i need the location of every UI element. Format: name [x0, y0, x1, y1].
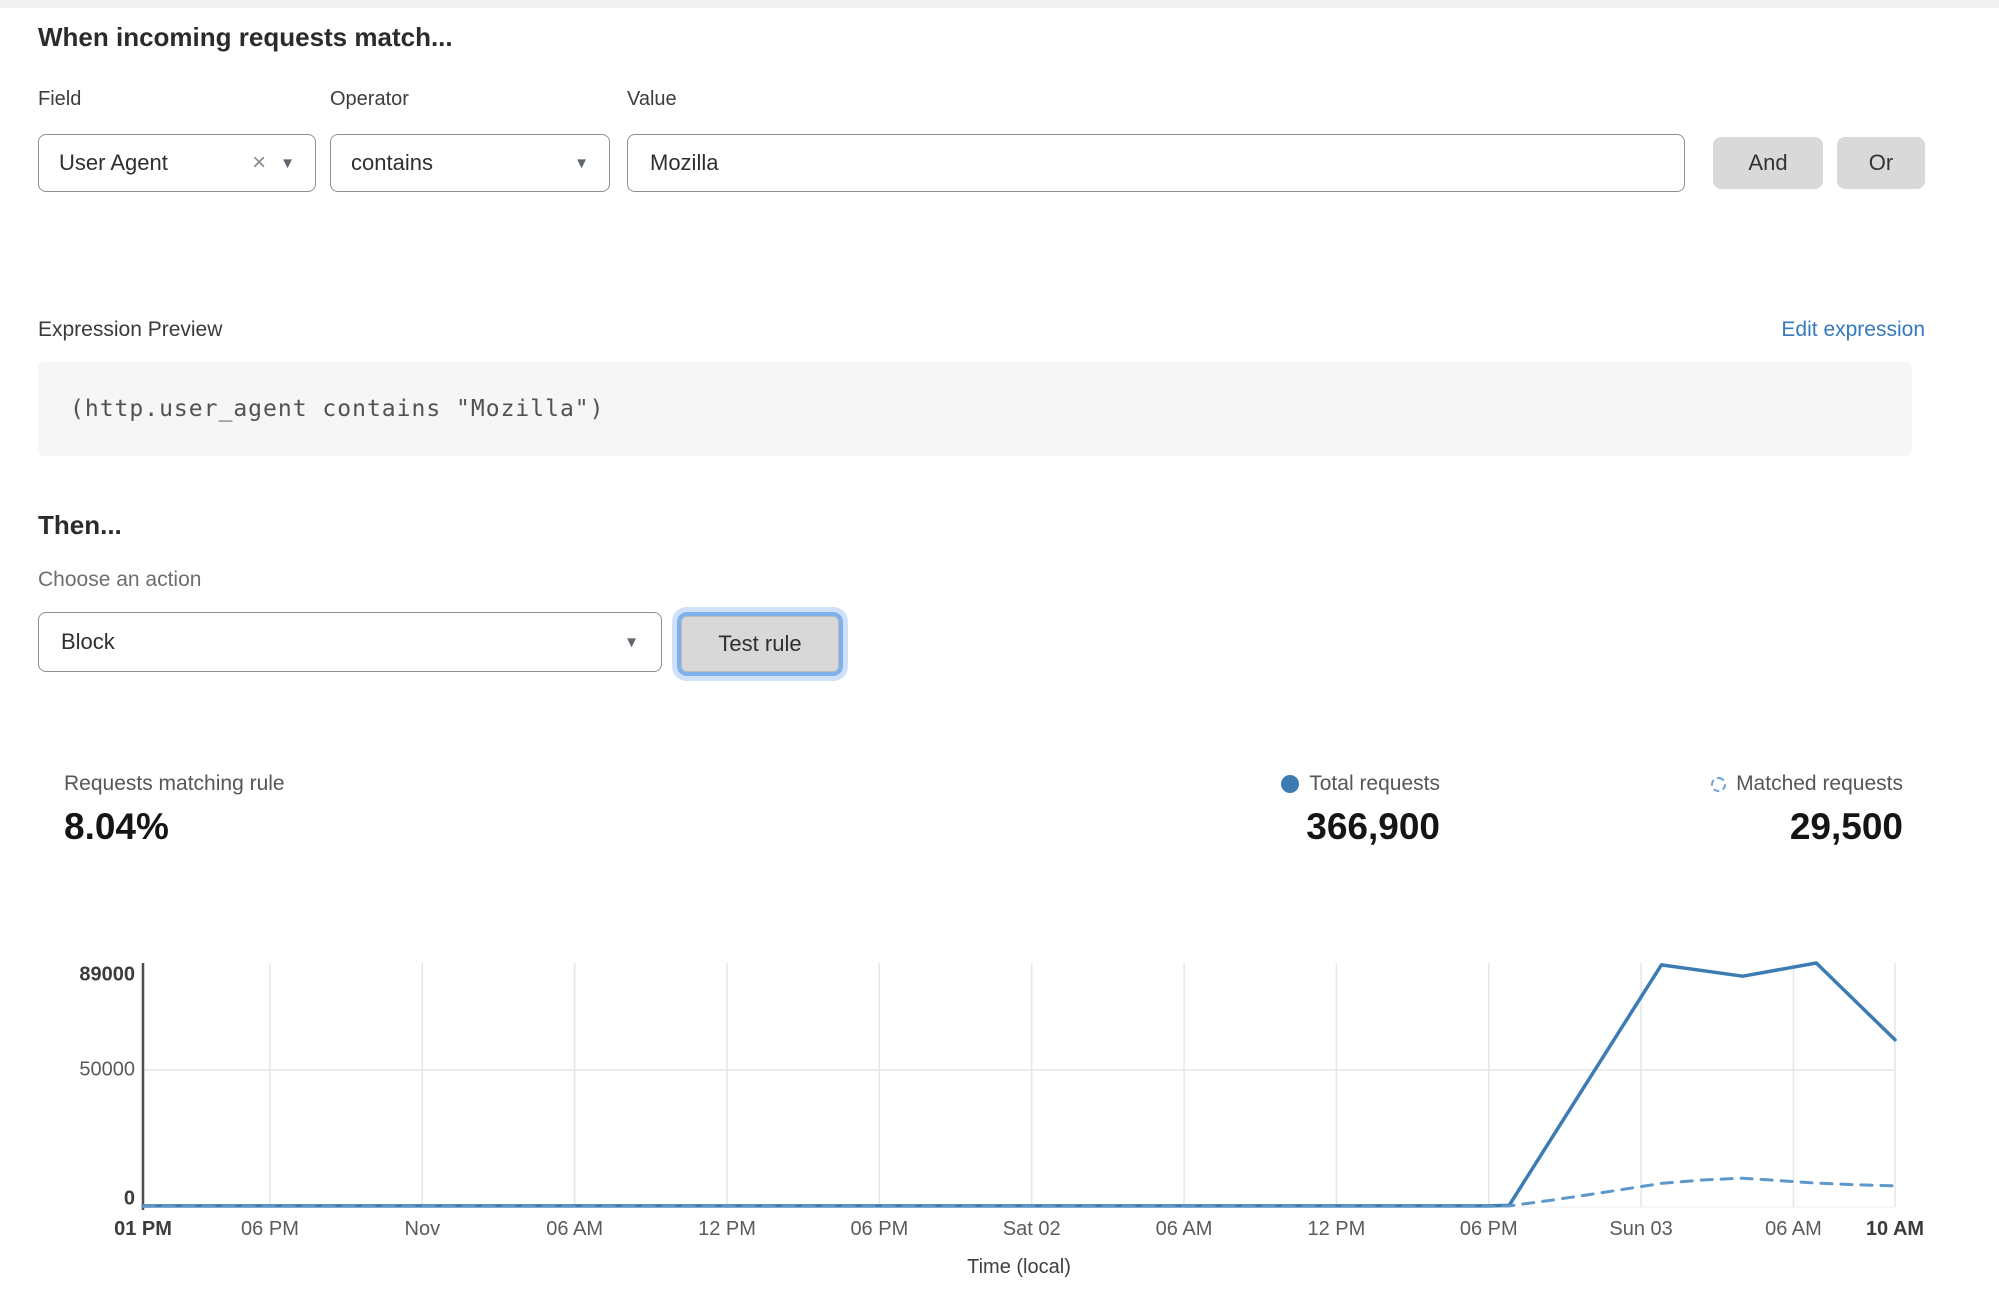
x-tick-label: 10 AM: [1865, 1218, 1925, 1240]
action-select[interactable]: Block ▼: [38, 612, 662, 672]
x-tick-label: 06 PM: [241, 1218, 299, 1240]
x-axis-title: Time (local): [967, 1256, 1071, 1278]
stat-matched-value: 29,500: [1789, 806, 1903, 847]
choose-action-label: Choose an action: [38, 568, 202, 591]
chevron-down-icon: ▼: [624, 633, 639, 651]
stat-total-value: 366,900: [1306, 806, 1440, 847]
dashed-circle-icon: [1711, 776, 1727, 792]
stat-matched-label: Matched requests: [1736, 772, 1903, 795]
value-input-text: Mozilla: [650, 150, 719, 175]
stat-requests-matching: Requests matching rule 8.04%: [64, 772, 285, 848]
operator-select-value: contains: [351, 150, 433, 175]
chevron-down-icon: ▼: [574, 154, 589, 172]
value-label: Value: [627, 88, 677, 110]
solid-dot-icon: [1281, 775, 1300, 793]
value-input[interactable]: Mozilla: [627, 134, 1685, 192]
x-tick-label: 01 PM: [114, 1218, 172, 1240]
top-divider-bar: [0, 0, 1999, 8]
x-tick-label: Sat 02: [1002, 1218, 1061, 1240]
operator-label: Operator: [330, 88, 409, 110]
y-tick-label: 0: [123, 1187, 135, 1210]
test-rule-button[interactable]: Test rule: [681, 616, 839, 672]
stat-matching-value: 8.04%: [64, 806, 169, 847]
and-button[interactable]: And: [1713, 137, 1823, 189]
x-tick-label: Nov: [404, 1218, 441, 1240]
expression-code: (http.user_agent contains "Mozilla"): [70, 396, 605, 422]
match-heading: When incoming requests match...: [38, 22, 453, 52]
field-label: Field: [38, 88, 82, 110]
then-heading: Then...: [38, 510, 122, 540]
field-select[interactable]: User Agent × ▼: [38, 134, 316, 192]
requests-chart: 0 50000 89000 01 PM 06 PM Nov 06 AM 12 PM 06 PM…: [0, 940, 1999, 1295]
stat-total-requests: Total requests 366,900: [1281, 772, 1440, 848]
expression-code-box: (http.user_agent contains "Mozilla"): [38, 362, 1912, 456]
x-tick-label: 06 PM: [1459, 1218, 1518, 1240]
x-tick-label: Sun 03: [1609, 1218, 1673, 1240]
x-tick-label: 12 PM: [698, 1218, 756, 1240]
x-tick-label: 12 PM: [1307, 1218, 1366, 1240]
x-tick-label: 06 PM: [850, 1218, 909, 1240]
y-tick-label: 50000: [79, 1058, 135, 1081]
legend-total-requests[interactable]: Total requests: [1281, 772, 1440, 796]
legend-matched-requests[interactable]: Matched requests: [1711, 772, 1903, 796]
operator-select[interactable]: contains ▼: [330, 134, 610, 192]
y-tick-label: 89000: [79, 963, 135, 986]
chart-svg: [141, 961, 1897, 1210]
chevron-down-icon: ▼: [280, 154, 295, 172]
x-tick-label: 06 AM: [1765, 1218, 1822, 1240]
edit-expression-link[interactable]: Edit expression: [1781, 318, 1925, 341]
or-button[interactable]: Or: [1837, 137, 1925, 189]
field-select-value: User Agent: [59, 150, 168, 175]
x-tick-label: 06 AM: [1155, 1218, 1213, 1240]
action-select-value: Block: [61, 629, 115, 654]
expression-preview-label: Expression Preview: [38, 318, 223, 341]
stat-total-label: Total requests: [1309, 772, 1440, 795]
stat-matching-label: Requests matching rule: [64, 772, 285, 795]
field-clear-icon[interactable]: ×: [252, 149, 267, 176]
x-tick-label: 06 AM: [546, 1218, 603, 1240]
stat-matched-requests: Matched requests 29,500: [1711, 772, 1903, 848]
